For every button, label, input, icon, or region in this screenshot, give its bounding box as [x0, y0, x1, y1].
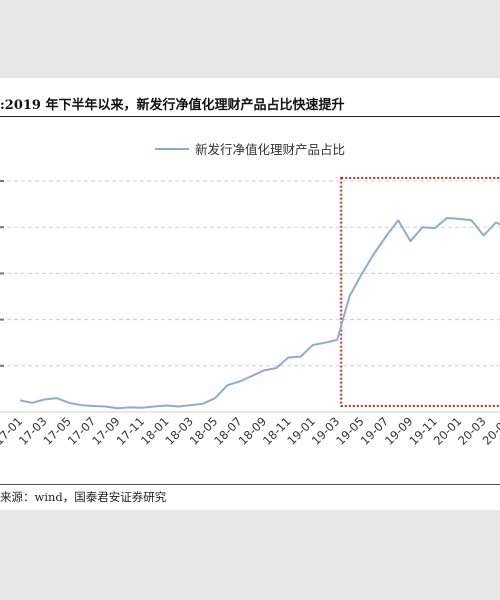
source-divider	[0, 484, 500, 485]
legend-label: 新发行净值化理财产品占比	[195, 142, 345, 157]
highlight-box	[340, 177, 500, 407]
series-line	[19, 217, 500, 410]
title-divider	[0, 116, 500, 117]
figure-source: 来源：wind，国泰君安证券研究	[0, 490, 167, 504]
figure-card	[0, 78, 500, 510]
figure-title: :2019 年下半年以来，新发行净值化理财产品占比快速提升	[0, 98, 345, 113]
